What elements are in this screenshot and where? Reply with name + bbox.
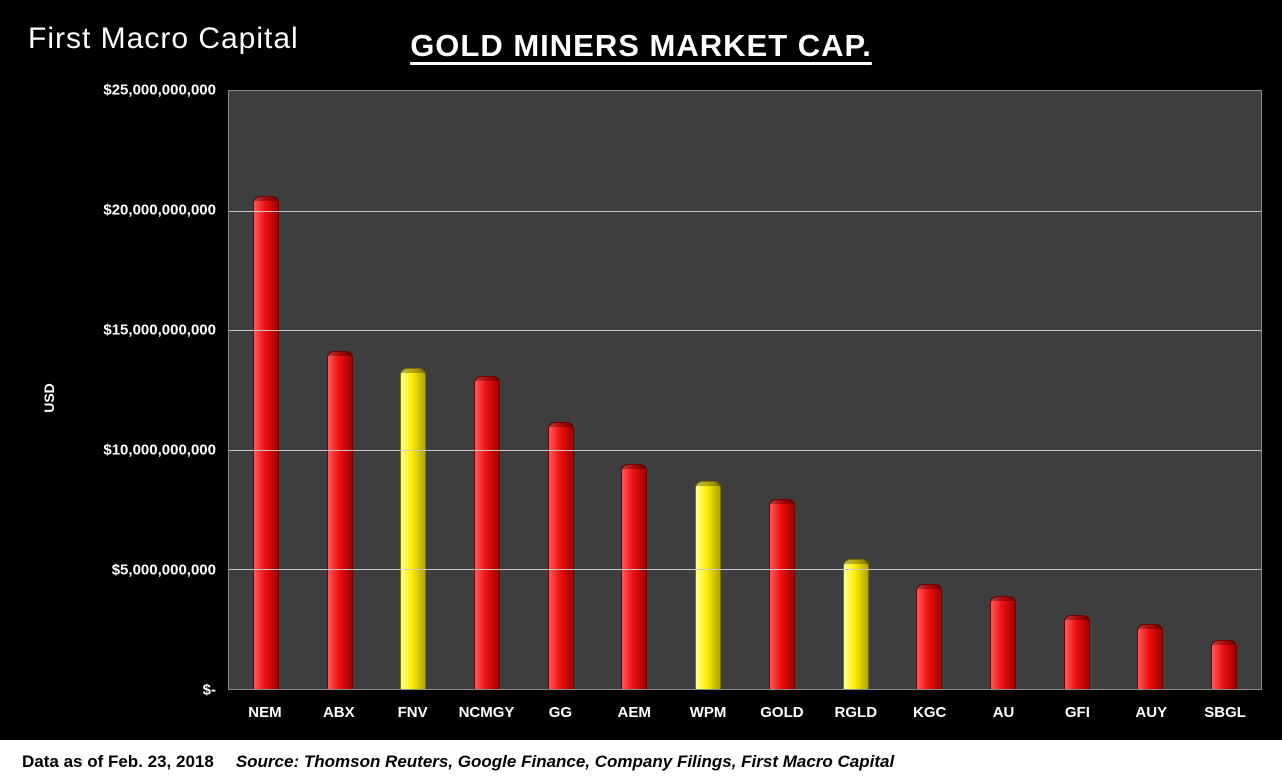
chart-title: GOLD MINERS MARKET CAP.	[410, 28, 872, 63]
y-tick-label: $5,000,000,000	[111, 561, 216, 579]
bar-gold	[768, 498, 795, 689]
bar-nem	[252, 196, 279, 689]
bar-slot-ncmgy	[450, 91, 524, 689]
x-axis: NEM ABX FNV NCMGY GG AEM WPM GOLD RGLD KGC AU GFI AU…	[228, 694, 1262, 728]
y-axis-label: USD	[40, 383, 57, 413]
bar-gfi	[1063, 614, 1090, 689]
bar-slot-aem	[598, 91, 672, 689]
x-label-nem: NEM	[248, 704, 282, 721]
bar-wpm	[695, 480, 722, 689]
bar-sbgl	[1211, 639, 1238, 689]
bar-slot-abx	[303, 91, 377, 689]
company-logo: First Macro Capital	[28, 22, 299, 55]
bar-slot-gold	[745, 91, 819, 689]
x-label-ncmgy: NCMGY	[458, 704, 515, 721]
y-tick-label: $20,000,000,000	[103, 201, 216, 219]
bar-slot-gfi	[1040, 91, 1114, 689]
bar-slot-au	[966, 91, 1040, 689]
gridline	[229, 569, 1261, 571]
x-label-gfi: GFI	[1064, 704, 1090, 721]
bar-slot-kgc	[892, 91, 966, 689]
footer-bar: Data as of Feb. 23, 2018 Source: Thomson…	[0, 740, 1282, 784]
plot-area	[228, 90, 1262, 690]
bar-fnv	[400, 368, 427, 689]
source-credit: Source: Thomson Reuters, Google Finance,…	[235, 752, 895, 771]
bar-ncmgy	[474, 375, 501, 689]
x-label-sbgl: SBGL	[1204, 704, 1246, 721]
bar-abx	[326, 350, 353, 689]
x-label-aem: AEM	[617, 704, 651, 721]
x-label-abx: ABX	[322, 704, 355, 721]
data-as-of-date: Data as of Feb. 23, 2018	[22, 752, 214, 771]
x-label-auy: AUY	[1135, 704, 1168, 721]
y-tick-label: $-	[202, 681, 216, 699]
bar-slot-fnv	[376, 91, 450, 689]
bars-container	[229, 91, 1261, 689]
x-label-kgc: KGC	[912, 704, 947, 721]
chart: $25,000,000,000 $20,000,000,000 $15,000,00…	[0, 82, 1282, 730]
bar-gg	[547, 422, 574, 689]
x-label-gold: GOLD	[760, 704, 804, 721]
gridline	[229, 210, 1261, 212]
bar-slot-auy	[1114, 91, 1188, 689]
bar-kgc	[916, 583, 943, 689]
x-label-rgld: RGLD	[834, 704, 878, 721]
y-tick-label: $15,000,000,000	[103, 321, 216, 339]
bar-aem	[621, 464, 648, 689]
bar-slot-wpm	[671, 91, 745, 689]
bar-au	[990, 595, 1017, 689]
bar-slot-sbgl	[1187, 91, 1261, 689]
x-label-fnv: FNV	[397, 704, 428, 721]
bar-slot-rgld	[819, 91, 893, 689]
bar-slot-nem	[229, 91, 303, 689]
y-tick-label: $10,000,000,000	[103, 441, 216, 459]
x-label-gg: GG	[548, 704, 573, 721]
gridline	[229, 330, 1261, 332]
x-label-au: AU	[992, 704, 1015, 721]
bar-slot-gg	[524, 91, 598, 689]
x-label-wpm: WPM	[689, 704, 727, 721]
y-tick-label: $25,000,000,000	[103, 81, 216, 99]
gridline	[229, 449, 1261, 451]
y-axis: $25,000,000,000 $20,000,000,000 $15,000,00…	[0, 82, 222, 699]
bar-auy	[1137, 624, 1164, 689]
bar-rgld	[842, 558, 869, 689]
